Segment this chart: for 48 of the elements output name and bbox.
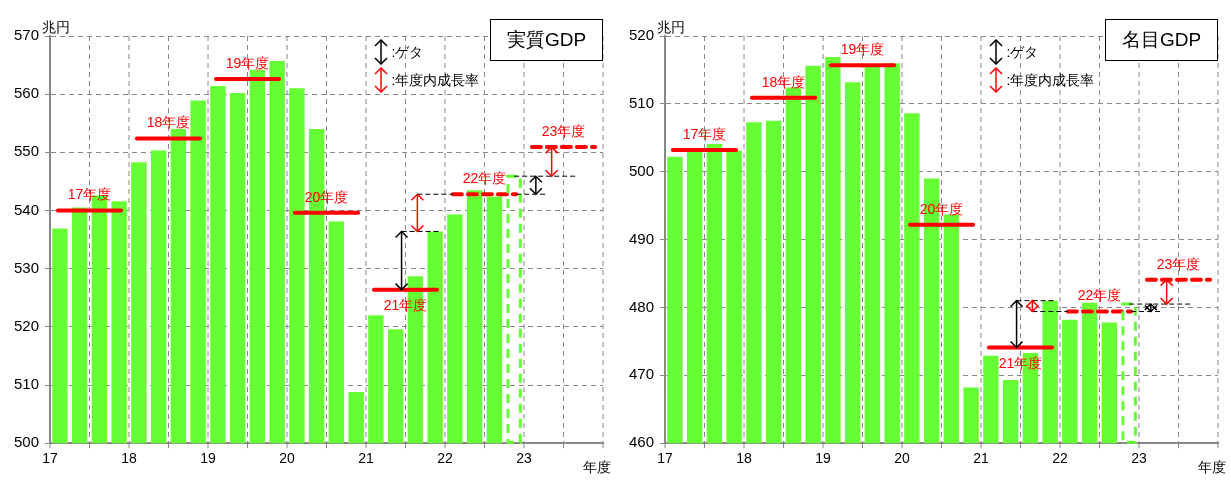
chart-title: 実質GDP [490, 19, 604, 61]
x-axis-title: 年度 [1198, 459, 1226, 476]
x-axis-title: 年度 [583, 459, 611, 476]
series-label: 18年度 [761, 73, 806, 90]
y-axis-title: 兆円 [657, 18, 686, 35]
annotation: :ゲタ [391, 43, 424, 62]
y-tick-label: 500 [629, 161, 655, 179]
y-tick-label: 490 [629, 229, 655, 247]
y-tick-label: 510 [629, 94, 655, 112]
series-label: 19年度 [225, 54, 270, 71]
chart-title: 名目GDP [1105, 19, 1219, 61]
y-tick-label: 510 [14, 375, 40, 393]
series-label: 23年度 [541, 122, 586, 139]
y-tick-label: 550 [14, 142, 40, 160]
y-tick-label: 530 [14, 258, 40, 276]
x-tick-label: 23 [516, 450, 532, 467]
series-label: 18年度 [146, 114, 191, 131]
x-tick-label: 18 [736, 450, 753, 467]
x-tick-label: 19 [815, 450, 832, 467]
y-tick-label: 480 [629, 297, 655, 315]
y-axis-title: 兆円 [42, 18, 71, 35]
series-label: 22年度 [1077, 287, 1122, 304]
y-tick-label: 520 [629, 26, 655, 44]
annotation: :年度内成長率 [391, 71, 480, 90]
x-tick-label: 17 [657, 450, 674, 467]
y-tick-label: 470 [629, 365, 655, 383]
annotation: :年度内成長率 [1006, 71, 1095, 90]
x-tick-label: 20 [894, 450, 911, 467]
x-tick-label: 19 [200, 450, 217, 467]
x-tick-label: 17 [42, 450, 59, 467]
series-label: 23年度 [1156, 255, 1201, 272]
y-tick-label: 460 [629, 433, 655, 451]
x-tick-label: 23 [1131, 450, 1147, 467]
series-label: 22年度 [462, 170, 507, 187]
x-tick-label: 18 [121, 450, 138, 467]
x-tick-label: 20 [279, 450, 296, 467]
series-label: 17年度 [682, 125, 727, 142]
y-tick-label: 520 [14, 317, 40, 334]
y-tick-label: 560 [14, 84, 40, 102]
y-tick-label: 500 [14, 433, 40, 451]
y-tick-label: 570 [14, 26, 40, 44]
series-label: 19年度 [840, 41, 885, 58]
y-tick-label: 540 [14, 200, 40, 218]
x-tick-label: 22 [437, 450, 453, 467]
x-tick-label: 21 [358, 450, 375, 467]
annotation: :ゲタ [1006, 43, 1039, 62]
x-tick-label: 22 [1052, 450, 1068, 467]
x-tick-label: 21 [973, 450, 990, 467]
